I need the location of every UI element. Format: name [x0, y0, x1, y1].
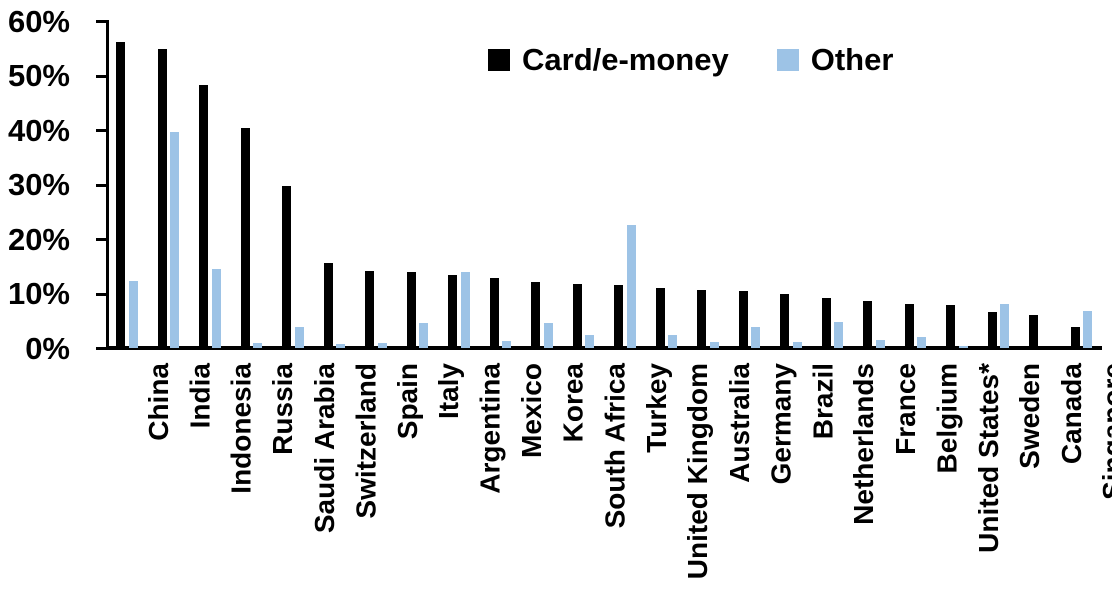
bar-card-e-money-argentina [448, 274, 458, 349]
bar-card-e-money-korea [531, 282, 541, 349]
legend-swatch-other [776, 49, 799, 71]
legend-swatch-card-e-money [488, 49, 510, 71]
y-tick-label: 0% [25, 330, 70, 366]
y-tick-label: 60% [7, 3, 70, 39]
bar-other-saudi-arabia [294, 327, 304, 349]
y-tick-label: 30% [7, 167, 70, 202]
bar-other-russia [253, 343, 263, 349]
legend-item-card-e-money: Card/e-money [488, 42, 729, 78]
bar-other-mexico [502, 340, 512, 349]
y-tick-label: 20% [7, 221, 70, 257]
bar-other-spain [377, 343, 387, 349]
bar-other-singapore [1083, 311, 1093, 349]
bar-card-e-money-mexico [489, 277, 499, 349]
x-axis-label-brazil: Brazil [806, 363, 838, 440]
bar-card-e-money-united-states- [946, 304, 956, 349]
x-axis-label-india: India [184, 363, 216, 429]
x-axis-label-germany: Germany [765, 363, 797, 485]
x-axis-label-russia: Russia [267, 363, 299, 455]
x-axis-label-belgium: Belgium [931, 363, 963, 474]
bar-other-australia [709, 341, 719, 349]
bar-card-e-money-china [116, 41, 126, 349]
bar-card-e-money-canada [1029, 315, 1039, 349]
bar-card-e-money-russia [240, 127, 250, 349]
x-axis-label-south-africa: South Africa [599, 363, 631, 529]
bar-card-e-money-singapore [1070, 327, 1080, 349]
y-axis-tick [96, 238, 107, 241]
legend-label-card-e-money: Card/e-money [522, 42, 729, 77]
y-axis-tick [96, 129, 107, 132]
bar-card-e-money-brazil [780, 294, 790, 349]
x-axis-label-korea: Korea [557, 363, 589, 443]
bar-other-korea [543, 323, 553, 349]
bar-card-e-money-south-africa [572, 284, 582, 349]
y-axis-tick [96, 183, 107, 187]
x-axis-label-spain: Spain [391, 363, 423, 440]
x-axis-label-switzerland: Switzerland [350, 363, 382, 519]
bar-other-india [170, 131, 180, 349]
bar-other-china [128, 280, 138, 349]
x-axis-label-china: China [142, 363, 174, 441]
legend: Card/e-money Other [488, 42, 893, 78]
bar-other-brazil [792, 341, 802, 349]
y-axis-tick [96, 20, 107, 23]
bar-card-e-money-switzerland [323, 262, 333, 349]
bar-other-france [875, 339, 885, 349]
bar-card-e-money-netherlands [821, 297, 831, 349]
bar-other-italy [419, 322, 429, 349]
x-axis-label-australia: Australia [723, 363, 755, 483]
x-axis-label-canada: Canada [1055, 363, 1087, 465]
bar-card-e-money-saudi-arabia [282, 185, 292, 349]
y-axis-tick [96, 347, 107, 350]
bar-card-e-money-germany [738, 290, 748, 349]
bar-other-indonesia [211, 269, 221, 349]
bar-other-turkey [626, 224, 636, 349]
x-axis-label-argentina: Argentina [474, 363, 506, 494]
bar-other-netherlands [834, 322, 844, 349]
x-axis-label-france: France [889, 363, 921, 455]
bar-card-e-money-australia [697, 289, 707, 349]
x-axis-label-sweden: Sweden [1014, 363, 1046, 469]
bar-card-e-money-sweden [987, 311, 997, 349]
y-axis-tick [96, 292, 107, 296]
x-axis-label-turkey: Turkey [640, 363, 672, 453]
x-axis-label-indonesia: Indonesia [225, 363, 257, 494]
bar-card-e-money-indonesia [199, 85, 209, 349]
bar-card-e-money-italy [406, 271, 416, 349]
x-axis-label-saudi-arabia: Saudi Arabia [308, 363, 340, 534]
bar-other-argentina [460, 272, 470, 349]
bar-other-united-kingdom [668, 335, 678, 349]
x-axis-label-singapore: Singapore [1097, 363, 1112, 500]
bar-card-e-money-spain [365, 271, 375, 349]
bar-other-south-africa [585, 335, 595, 349]
bar-other-united-states- [958, 346, 968, 349]
x-axis-label-united-kingdom: United Kingdom [682, 363, 714, 580]
x-axis-label-united-states-: United States* [972, 363, 1004, 553]
legend-item-other: Other [776, 42, 894, 78]
x-axis-label-italy: Italy [433, 363, 465, 420]
y-tick-label: 40% [7, 112, 70, 148]
bar-other-sweden [1000, 303, 1010, 349]
bar-card-e-money-france [863, 301, 873, 349]
bar-other-germany [751, 326, 761, 349]
x-axis-line [106, 346, 1102, 350]
y-axis-line [106, 20, 109, 350]
y-axis-tick [96, 74, 107, 78]
legend-label-other: Other [810, 42, 894, 77]
x-axis-label-netherlands: Netherlands [848, 363, 880, 525]
bar-card-e-money-turkey [614, 284, 624, 349]
bar-card-e-money-india [157, 48, 167, 349]
bar-card-e-money-belgium [904, 303, 914, 349]
x-axis-label-mexico: Mexico [516, 363, 548, 458]
bar-card-e-money-united-kingdom [655, 288, 665, 349]
y-tick-label: 50% [7, 58, 70, 93]
y-tick-label: 10% [7, 276, 70, 311]
bar-other-belgium [917, 337, 927, 349]
bar-other-switzerland [336, 344, 346, 349]
